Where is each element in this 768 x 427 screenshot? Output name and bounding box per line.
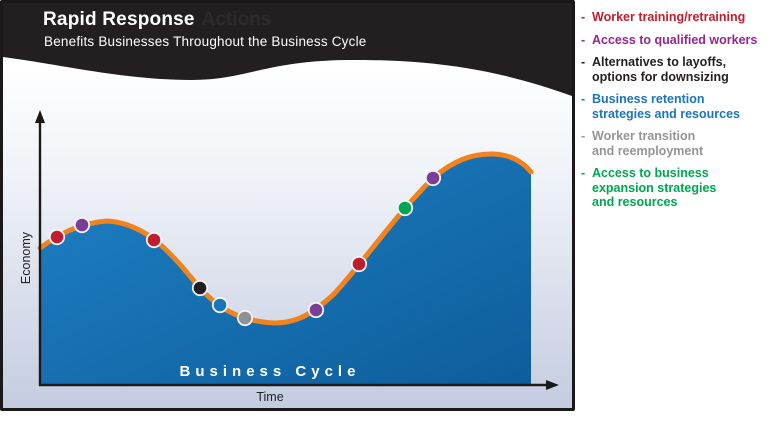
legend-item-alternatives-to-layoffs: - Alternatives to layoffs, options for d… bbox=[581, 55, 767, 84]
cycle-marker-business-expansion bbox=[396, 199, 414, 217]
legend-dash: - bbox=[581, 166, 586, 180]
legend-item-qualified-workers: - Access to qualified workers bbox=[581, 33, 767, 48]
legend-item-label: Worker training/retraining bbox=[592, 10, 746, 24]
legend-dash: - bbox=[581, 129, 586, 143]
cycle-marker-qualified-workers bbox=[307, 301, 325, 319]
legend-item-label: Access to business expansion strategies … bbox=[592, 166, 717, 209]
page-subtitle: Benefits Businesses Throughout the Busin… bbox=[44, 34, 367, 49]
cycle-marker-alternatives-to-layoffs bbox=[191, 279, 209, 297]
y-axis-arrow-icon bbox=[35, 110, 45, 123]
x-axis-label: Time bbox=[256, 390, 284, 404]
legend-item-business-retention: - Business retention strategies and reso… bbox=[581, 92, 767, 121]
legend-item-label: Alternatives to layoffs, options for dow… bbox=[592, 55, 729, 84]
cycle-markers bbox=[48, 169, 442, 327]
cycle-marker-worker-training bbox=[145, 231, 163, 249]
legend-item-worker-transition: - Worker transition and reemployment bbox=[581, 129, 767, 158]
cycle-marker-business-retention bbox=[211, 296, 229, 314]
x-axis-arrow-icon bbox=[546, 380, 559, 390]
header-wave bbox=[3, 3, 572, 96]
legend-dash: - bbox=[581, 55, 586, 69]
legend-item-label: Access to qualified workers bbox=[592, 32, 758, 47]
diagram-panel: Rapid Response Actions Benefits Businesse… bbox=[0, 0, 575, 411]
page-title-ghost: Actions bbox=[201, 9, 272, 30]
legend-item-label: Business retention strategies and resour… bbox=[592, 92, 740, 121]
legend-dash: - bbox=[581, 92, 586, 106]
legend-dash: - bbox=[581, 32, 586, 47]
business-cycle-chart bbox=[35, 110, 559, 390]
page-title: Rapid Response bbox=[43, 9, 195, 30]
cycle-marker-qualified-workers bbox=[424, 169, 442, 187]
cycle-marker-worker-training bbox=[350, 255, 368, 273]
y-axis-label: Economy bbox=[19, 231, 33, 285]
legend-item-business-expansion: - Access to business expansion strategie… bbox=[581, 166, 767, 210]
cycle-marker-qualified-workers bbox=[73, 216, 91, 234]
header-titles: Rapid Response Actions bbox=[43, 9, 271, 31]
cycle-marker-worker-training bbox=[48, 228, 66, 246]
legend-dash: - bbox=[581, 10, 586, 24]
business-cycle-label: Business Cycle bbox=[179, 363, 361, 380]
cycle-curve bbox=[37, 151, 534, 326]
cycle-area-fill bbox=[40, 154, 531, 385]
header-wave-shape bbox=[3, 3, 572, 96]
legend-item-label: Worker transition and reemployment bbox=[592, 129, 704, 158]
legend-item-worker-training: - Worker training/retraining bbox=[581, 10, 767, 25]
cycle-marker-worker-transition bbox=[236, 309, 254, 327]
legend: - Worker training/retraining - Access to… bbox=[581, 10, 767, 218]
